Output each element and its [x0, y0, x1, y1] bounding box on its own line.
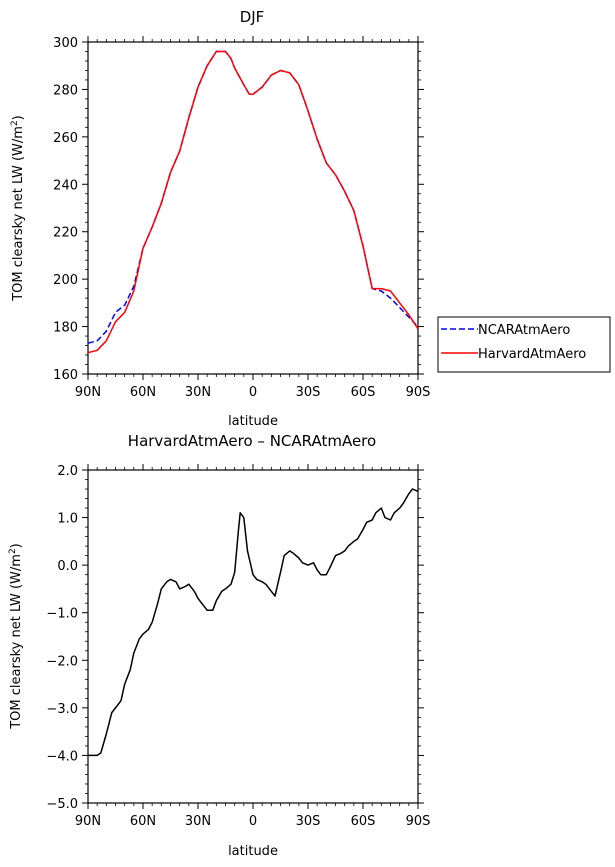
bottom-plot-frame — [87, 469, 419, 804]
top-y-tick-label: 160 — [53, 368, 78, 383]
top-x-tick-label: 90S — [406, 385, 431, 400]
bottom-y-axis-label-superscript: 2 — [8, 548, 18, 554]
top-plot-frame — [87, 41, 419, 375]
top-y-tick-label: 180 — [53, 321, 78, 336]
bottom-x-tick-label: 90S — [406, 814, 431, 829]
bottom-series-line-0 — [88, 488, 419, 757]
bottom-y-tick-label: 1.0 — [57, 512, 78, 527]
bottom-y-axis-label-main: TOM clearsky net LW (W/m — [9, 554, 24, 730]
legend: NCARAtmAero HarvardAtmAero — [437, 316, 611, 373]
top-x-tick-label: 30N — [185, 385, 211, 400]
top-y-tick-label: 280 — [53, 83, 78, 98]
top-y-tick-label: 200 — [53, 273, 78, 288]
legend-label-harvard: HarvardAtmAero — [478, 347, 586, 362]
bottom-y-axis-label-close: ) — [9, 543, 24, 548]
bottom-x-tick-label: 30S — [296, 814, 321, 829]
top-x-tick-label: 30S — [296, 385, 321, 400]
top-series — [87, 50, 419, 354]
top-chart-title: DJF — [240, 8, 265, 26]
top-y-axis-label-superscript: 2 — [10, 120, 20, 126]
bottom-x-tick-label: 60S — [351, 814, 376, 829]
top-x-ticks: 90N 60N 30N 0 30S 60S 90S — [75, 36, 431, 400]
top-y-axis-label-main: TOM clearsky net LW (W/m — [11, 126, 26, 302]
bottom-x-axis-label: latitude — [228, 844, 278, 859]
top-x-tick-label: 0 — [249, 385, 257, 400]
bottom-y-tick-label: 2.0 — [57, 464, 78, 479]
top-x-tick-label: 60S — [351, 385, 376, 400]
bottom-y-tick-label: −1.0 — [46, 607, 78, 622]
bottom-x-tick-label: 30N — [185, 814, 211, 829]
bottom-x-tick-label: 0 — [249, 814, 257, 829]
top-series-line-1 — [87, 50, 419, 354]
bottom-y-axis-label: TOM clearsky net LW (W/m2) — [8, 543, 24, 730]
top-y-axis-label-close: ) — [11, 115, 26, 120]
bottom-x-ticks: 90N 60N 30N 0 30S 60S 90S — [75, 464, 431, 829]
bottom-x-tick-label: 60N — [130, 814, 156, 829]
bottom-y-tick-label: −5.0 — [46, 797, 78, 812]
legend-box — [437, 316, 611, 373]
top-y-axis-label: TOM clearsky net LW (W/m2) — [10, 115, 26, 302]
top-y-ticks: 160 180 200 220 240 260 280 300 — [53, 36, 424, 383]
bottom-y-tick-label: −4.0 — [46, 749, 78, 764]
top-y-tick-label: 220 — [53, 226, 78, 241]
bottom-x-tick-label: 90N — [75, 814, 101, 829]
bottom-series — [88, 488, 419, 757]
bottom-y-tick-label: −2.0 — [46, 654, 78, 669]
top-y-tick-label: 300 — [53, 36, 78, 51]
bottom-y-tick-label: 0.0 — [57, 559, 78, 574]
top-y-tick-label: 240 — [53, 178, 78, 193]
top-panel: DJF 160 180 200 220 240 260 280 300 90N 60N 30N 0 3… — [10, 8, 611, 429]
bottom-y-tick-label: −3.0 — [46, 702, 78, 717]
bottom-panel: HarvardAtmAero – NCARAtmAero −5.0 −4.0 −3.… — [8, 432, 430, 859]
bottom-chart-title: HarvardAtmAero – NCARAtmAero — [128, 432, 376, 450]
top-x-tick-label: 60N — [130, 385, 156, 400]
top-x-tick-label: 90N — [75, 385, 101, 400]
bottom-y-ticks: −5.0 −4.0 −3.0 −2.0 −1.0 0.0 1.0 2.0 — [46, 464, 424, 812]
top-x-axis-label: latitude — [228, 414, 278, 429]
top-y-tick-label: 260 — [53, 131, 78, 146]
top-series-line-0 — [87, 50, 419, 344]
legend-label-ncar: NCARAtmAero — [478, 323, 570, 338]
